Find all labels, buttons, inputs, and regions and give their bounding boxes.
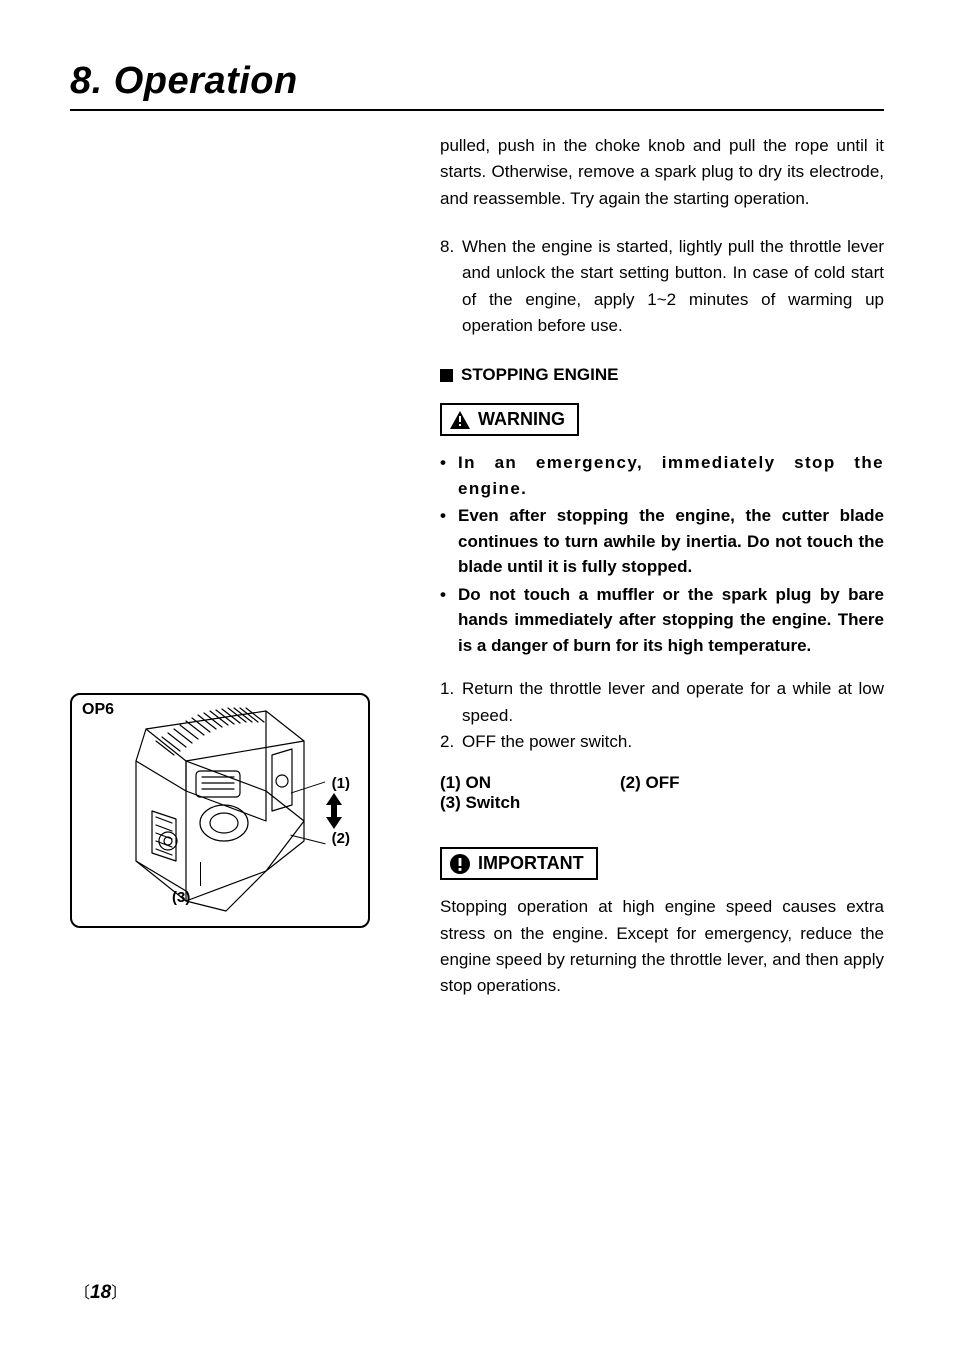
warning-list: • In an emergency, immediately stop the …: [440, 450, 884, 658]
page-root: 8. Operation OP6: [0, 0, 954, 1348]
legend-switch: (3) Switch: [440, 793, 884, 813]
important-paragraph: Stopping operation at high engine speed …: [440, 894, 884, 999]
updown-arrow-icon: [326, 793, 342, 829]
step-number: 1.: [440, 676, 462, 729]
callout-line-3: [200, 862, 201, 886]
figure-label: OP6: [82, 701, 114, 719]
figure-callout-3: (3): [172, 889, 190, 906]
warning-item: • Even after stopping the engine, the cu…: [440, 503, 884, 580]
figure-callout-2: (2): [332, 830, 350, 847]
left-column: OP6: [70, 133, 400, 1000]
step-number: 2.: [440, 729, 462, 755]
engine-illustration: [116, 701, 326, 926]
step-text: Return the throttle lever and operate fo…: [462, 676, 884, 729]
step-item: 2. OFF the power switch.: [440, 729, 884, 755]
chapter-title: 8. Operation: [70, 60, 884, 103]
bullet-icon: •: [440, 503, 458, 580]
page-number: 〔18〕: [74, 1279, 127, 1304]
bullet-icon: •: [440, 450, 458, 501]
warning-triangle-icon: [450, 411, 470, 429]
stopping-steps: 1. Return the throttle lever and operate…: [440, 676, 884, 755]
bullet-icon: •: [440, 582, 458, 659]
warning-item-text: Do not touch a muffler or the spark plug…: [458, 582, 884, 659]
warning-item-text: In an emergency, immediately stop the en…: [458, 450, 884, 501]
important-callout: IMPORTANT: [440, 847, 598, 880]
bracket-right: 〕: [111, 1285, 127, 1302]
step-text: OFF the power switch.: [462, 729, 884, 755]
warning-label: WARNING: [478, 409, 565, 430]
legend-row-1: (1) ON (2) OFF: [440, 773, 884, 793]
stopping-engine-heading: STOPPING ENGINE: [440, 365, 884, 385]
content-area: OP6: [70, 133, 884, 1000]
bracket-left: 〔: [74, 1285, 90, 1302]
figure-callout-1: (1): [332, 775, 350, 792]
step-8-number: 8.: [440, 234, 462, 339]
figure-op6: OP6: [70, 693, 370, 928]
legend-on: (1) ON: [440, 773, 620, 793]
right-column: pulled, push in the choke knob and pull …: [400, 133, 884, 1000]
important-label: IMPORTANT: [478, 853, 584, 874]
stopping-engine-text: STOPPING ENGINE: [461, 365, 618, 385]
warning-item: • Do not touch a muffler or the spark pl…: [440, 582, 884, 659]
step-8: 8. When the engine is started, lightly p…: [440, 234, 884, 339]
legend-off: (2) OFF: [620, 773, 680, 793]
warning-item-text: Even after stopping the engine, the cutt…: [458, 503, 884, 580]
important-circle-icon: [450, 854, 470, 874]
warning-callout: WARNING: [440, 403, 579, 436]
square-bullet-icon: [440, 369, 453, 382]
title-rule: [70, 109, 884, 111]
page-number-value: 18: [90, 1282, 111, 1303]
intro-paragraph: pulled, push in the choke knob and pull …: [440, 133, 884, 212]
step-8-text: When the engine is started, lightly pull…: [462, 234, 884, 339]
step-item: 1. Return the throttle lever and operate…: [440, 676, 884, 729]
warning-item: • In an emergency, immediately stop the …: [440, 450, 884, 501]
